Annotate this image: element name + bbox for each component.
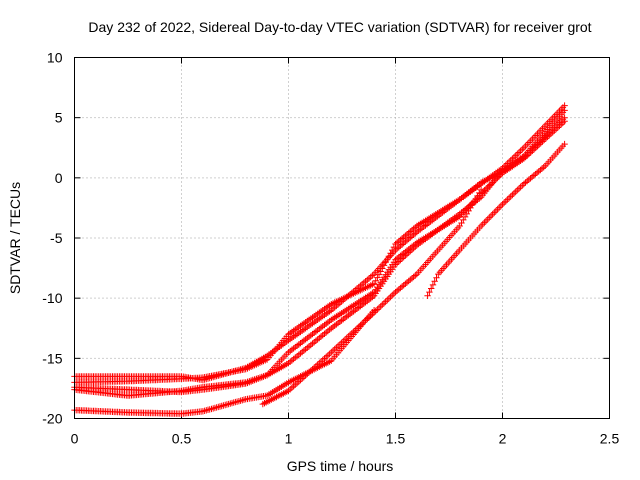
y-tick-label: 0	[55, 170, 63, 186]
series-markers	[71, 118, 568, 399]
y-tick-label: 5	[55, 110, 63, 126]
series-markers	[71, 114, 568, 384]
y-tick-label: -10	[42, 290, 62, 306]
series-track-3	[71, 118, 568, 399]
series-track-2	[71, 102, 568, 386]
x-tick-label: 2	[499, 431, 507, 447]
x-tick-label: 0	[71, 431, 79, 447]
y-tick-label: -5	[50, 230, 63, 246]
series-track-1	[71, 114, 568, 384]
chart-title: Day 232 of 2022, Sidereal Day-to-day VTE…	[88, 19, 591, 35]
x-tick-label: 0.5	[172, 431, 192, 447]
series-track-6	[259, 186, 485, 408]
x-axis-label: GPS time / hours	[287, 458, 394, 474]
series-markers	[71, 102, 568, 386]
series-markers	[71, 107, 568, 396]
y-axis-label: SDTVAR / TECUs	[7, 182, 23, 294]
x-tick-label: 2.5	[600, 431, 620, 447]
x-tick-labels: 0 0.5 1 1.5 2 2.5	[71, 431, 620, 447]
y-tick-label: -15	[42, 350, 62, 366]
y-tick-labels: -20 -15 -10 -5 0 5 10	[42, 50, 62, 427]
series-track-5	[71, 307, 378, 417]
grid-lines	[74, 57, 610, 419]
series-track-7	[424, 140, 568, 299]
plot-frame	[74, 57, 610, 419]
y-tick-label: -20	[42, 411, 62, 427]
series-markers	[424, 140, 568, 299]
x-tick-label: 1	[285, 431, 293, 447]
x-tick-label: 1.5	[386, 431, 406, 447]
series-markers	[259, 186, 485, 408]
data-series	[71, 102, 568, 417]
series-markers	[71, 307, 378, 417]
series-track-4	[71, 107, 568, 396]
y-tick-label: 10	[47, 50, 63, 66]
